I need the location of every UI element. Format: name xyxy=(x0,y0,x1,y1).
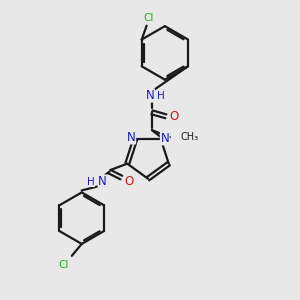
Text: N: N xyxy=(146,89,154,102)
Text: O: O xyxy=(169,110,178,123)
Text: Cl: Cl xyxy=(59,260,69,270)
Text: O: O xyxy=(124,175,134,188)
Text: N: N xyxy=(98,175,107,188)
Text: H: H xyxy=(157,91,165,100)
Text: CH₃: CH₃ xyxy=(181,132,199,142)
Text: N: N xyxy=(127,131,136,144)
Text: Cl: Cl xyxy=(143,13,154,23)
Text: N: N xyxy=(160,132,169,145)
Text: H: H xyxy=(87,176,94,187)
